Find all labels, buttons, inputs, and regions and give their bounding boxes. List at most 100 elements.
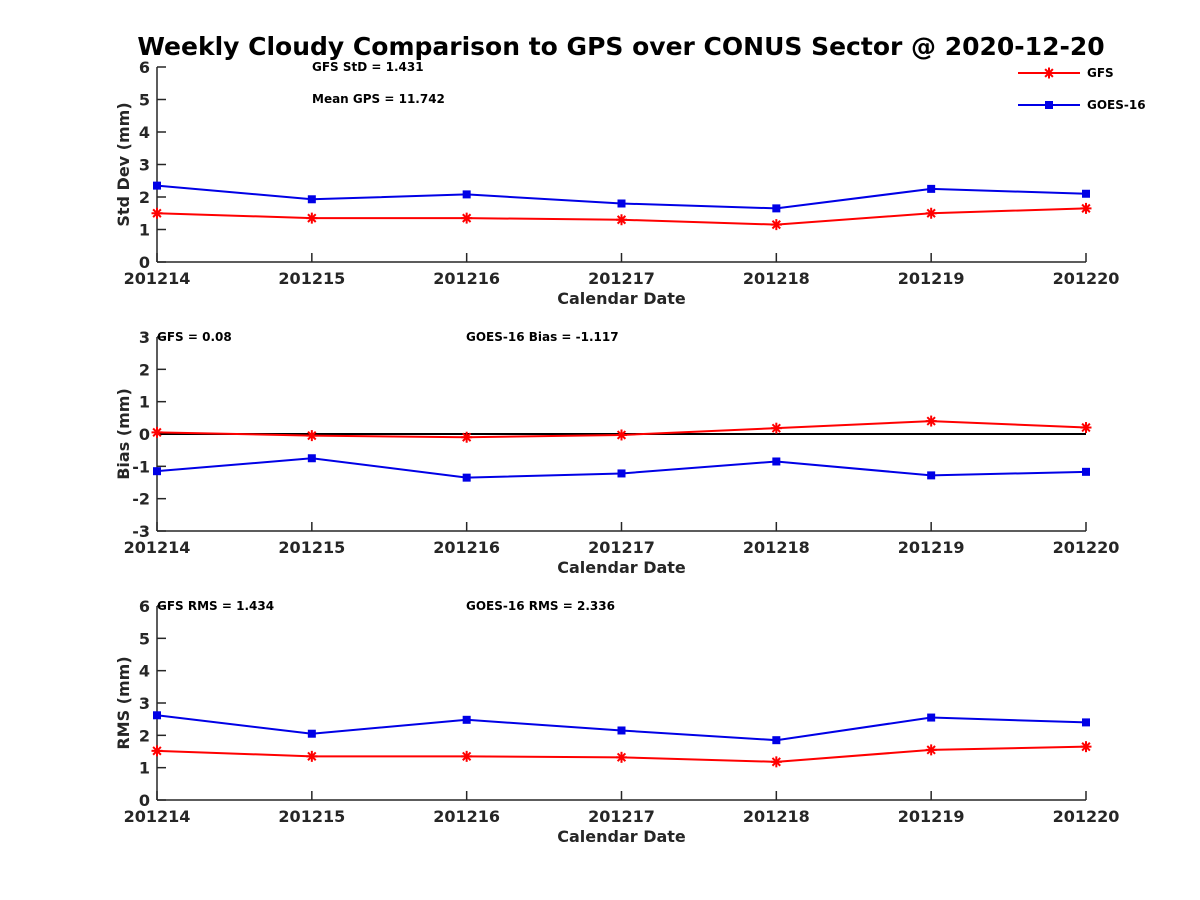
y-tick-label: 2 (139, 360, 150, 379)
x-tick-label: 201220 (1053, 538, 1120, 557)
y-axis-label: Bias (mm) (114, 388, 133, 480)
x-tick-label: 201218 (743, 807, 810, 826)
y-tick-label: 2 (139, 188, 150, 207)
gfs-point (616, 214, 627, 226)
goes-16-point (617, 726, 626, 735)
goes-16-point (307, 195, 316, 204)
x-tick-label: 201216 (433, 538, 500, 557)
stat-annotation: GFS RMS = 1.434 (157, 599, 274, 613)
x-tick-label: 201219 (898, 807, 965, 826)
x-tick-label: 201220 (1053, 807, 1120, 826)
x-tick-label: 201219 (898, 538, 965, 557)
subplots: 201214 201215 201216 201217 201218 201219 2012… (114, 58, 1119, 846)
x-axis-label: Calendar Date (557, 558, 686, 577)
x-tick-label: 201215 (278, 807, 345, 826)
x-tick-label: 201219 (898, 269, 965, 288)
goes-16-point (153, 181, 161, 190)
y-tick-label: 5 (139, 629, 150, 648)
goes-16-point (927, 713, 936, 722)
y-tick-label: 6 (139, 58, 150, 77)
legend-marker (1045, 101, 1053, 109)
gfs-point (616, 751, 627, 763)
goes-16-point (462, 190, 471, 199)
gfs-point (306, 430, 318, 442)
x-tick-label: 201220 (1053, 269, 1120, 288)
gfs-point (1080, 741, 1092, 753)
goes-16-point (772, 736, 781, 745)
gfs-point (770, 756, 782, 768)
gfs-point (461, 212, 473, 224)
gfs-point (925, 207, 937, 219)
gfs-point (616, 429, 627, 441)
legend: GFS GOES-16 (1018, 66, 1146, 112)
gfs-point (306, 750, 318, 762)
goes-16-point (1082, 718, 1090, 727)
y-tick-label: 0 (139, 425, 150, 444)
legend-label: GOES-16 (1087, 98, 1146, 112)
subplot-3: 201214 201215 201216 201217 201218 201219 2012… (114, 597, 1119, 846)
y-tick-label: 3 (139, 694, 150, 713)
gfs-point (1080, 202, 1092, 214)
y-tick-label: 6 (139, 597, 150, 616)
legend-label: GFS (1087, 66, 1114, 80)
x-axis-label: Calendar Date (557, 827, 686, 846)
y-tick-label: 3 (139, 328, 150, 347)
y-axis-label: Std Dev (mm) (114, 102, 133, 226)
goes-16-point (927, 471, 936, 480)
y-tick-label: -2 (132, 490, 150, 509)
goes-16-point (462, 715, 471, 724)
gfs-point (770, 219, 782, 231)
gfs-point (151, 207, 163, 219)
stat-annotation: GOES-16 RMS = 2.336 (466, 599, 615, 613)
y-tick-label: 2 (139, 726, 150, 745)
x-tick-label: 201215 (278, 269, 345, 288)
stat-annotation: GFS StD = 1.431 (312, 60, 424, 74)
gfs-point (925, 744, 937, 756)
gfs-point (151, 426, 163, 438)
y-axis-label: RMS (mm) (114, 656, 133, 749)
subplot-2: 201214 201215 201216 201217 201218 201219 2012… (114, 328, 1119, 577)
goes-16-point (927, 184, 936, 193)
y-tick-label: 3 (139, 156, 150, 175)
goes-16-point (772, 204, 781, 213)
stat-annotation: GFS = 0.08 (157, 330, 232, 344)
y-tick-label: 0 (139, 253, 150, 272)
gfs-point (306, 212, 318, 224)
x-tick-label: 201217 (588, 538, 655, 557)
x-tick-label: 201214 (124, 807, 191, 826)
x-tick-label: 201218 (743, 269, 810, 288)
y-tick-label: 4 (139, 662, 150, 681)
goes-16-point (307, 454, 316, 463)
y-tick-label: -1 (132, 457, 150, 476)
gfs-point (1080, 422, 1092, 434)
legend-entry-gfs: GFS (1018, 66, 1114, 80)
goes-16-point (153, 467, 161, 476)
y-tick-label: -3 (132, 522, 150, 541)
y-tick-label: 1 (139, 759, 150, 778)
gfs-point (925, 415, 937, 427)
chart-title: Weekly Cloudy Comparison to GPS over CON… (137, 32, 1104, 61)
goes-16-point (462, 473, 471, 482)
x-tick-label: 201217 (588, 269, 655, 288)
y-tick-label: 5 (139, 91, 150, 110)
goes-16-point (617, 199, 626, 208)
x-tick-label: 201216 (433, 269, 500, 288)
x-tick-label: 201215 (278, 538, 345, 557)
x-tick-label: 201214 (124, 269, 191, 288)
x-tick-label: 201218 (743, 538, 810, 557)
goes-16-point (772, 457, 781, 466)
gfs-point (461, 750, 473, 762)
goes-16-point (617, 469, 626, 478)
legend-marker (1043, 67, 1055, 79)
x-tick-label: 201216 (433, 807, 500, 826)
y-tick-label: 1 (139, 393, 150, 412)
goes-16-point (153, 711, 161, 720)
x-tick-label: 201214 (124, 538, 191, 557)
goes-16-point (1082, 467, 1090, 476)
subplot-1: 201214 201215 201216 201217 201218 201219 2012… (114, 58, 1119, 308)
x-axis-label: Calendar Date (557, 289, 686, 308)
gfs-point (770, 422, 782, 434)
x-tick-label: 201217 (588, 807, 655, 826)
goes-16-point (1082, 189, 1090, 198)
